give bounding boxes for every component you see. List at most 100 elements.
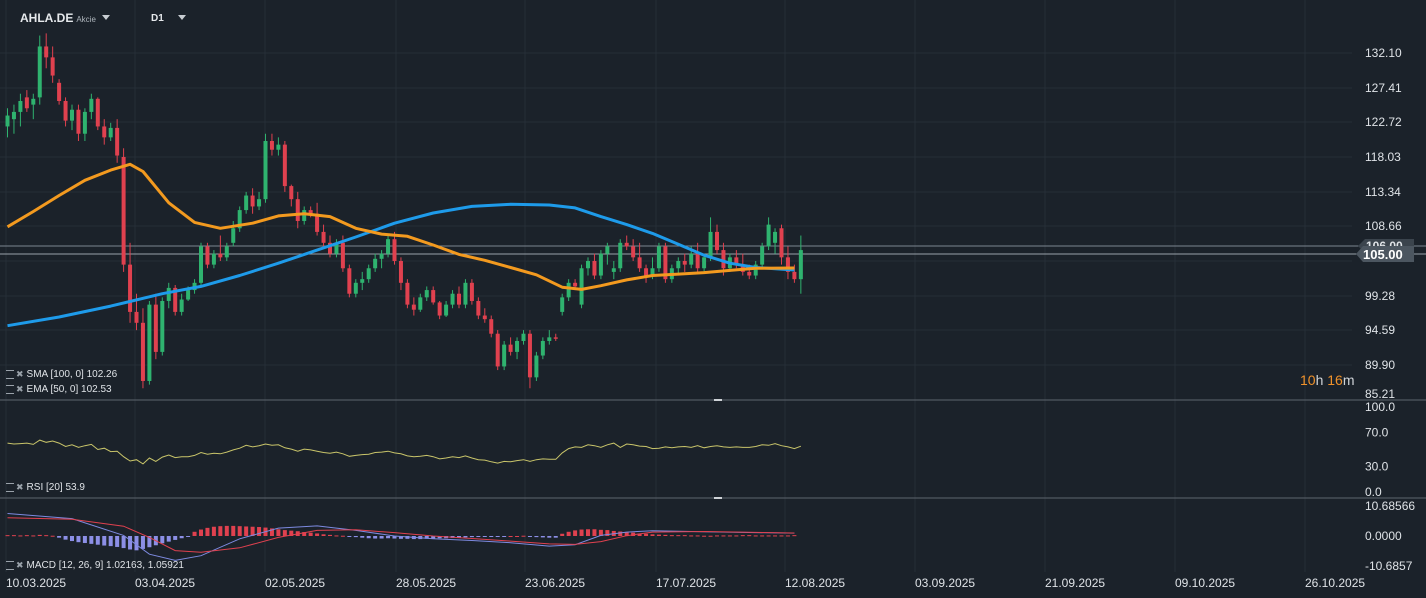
- macd-histogram-bar: [547, 536, 552, 538]
- macd-histogram-bar: [656, 534, 661, 536]
- macd-histogram-bar: [360, 536, 365, 538]
- candle-body: [644, 268, 649, 276]
- macd-histogram-bar: [495, 536, 500, 537]
- macd-histogram-bar: [515, 536, 520, 537]
- rsi-tick-label: 30.0: [1365, 460, 1389, 474]
- candle-body: [715, 231, 719, 251]
- macd-histogram-bar: [308, 532, 313, 536]
- macd-histogram-bar: [347, 536, 352, 537]
- macd-histogram-bar: [708, 535, 713, 537]
- macd-histogram-bar: [753, 535, 758, 537]
- macd-histogram-bar: [489, 536, 494, 537]
- price-tick-label: 118.03: [1365, 150, 1401, 164]
- candle-body: [515, 340, 520, 352]
- candle-body: [779, 228, 784, 258]
- candle-body: [631, 246, 636, 258]
- macd-histogram-bar: [386, 536, 391, 539]
- candle-body: [360, 279, 365, 283]
- candle-body: [611, 268, 616, 272]
- macd-histogram-bar: [727, 535, 732, 537]
- macd-histogram-bar: [637, 533, 642, 536]
- candle-body: [224, 246, 229, 258]
- candle-body: [586, 260, 590, 269]
- candle-body: [173, 287, 178, 312]
- candle-body: [708, 231, 713, 258]
- date-tick-label: 12.08.2025: [785, 576, 845, 590]
- candle-body: [508, 344, 513, 352]
- macd-histogram-bar: [540, 536, 545, 538]
- candle-body: [560, 297, 565, 312]
- macd-histogram-bar: [147, 536, 152, 548]
- macd-histogram-bar: [115, 536, 120, 547]
- symbol-dropdown-icon[interactable]: [102, 15, 110, 20]
- sma-line: [7, 202, 795, 328]
- macd-histogram-bar: [89, 536, 94, 544]
- candle-body: [598, 253, 603, 276]
- macd-histogram-bar: [334, 535, 339, 537]
- macd-histogram-bar: [63, 536, 68, 540]
- macd-histogram-bar: [392, 536, 397, 539]
- macd-histogram-bar: [315, 533, 320, 536]
- candle-body: [24, 97, 29, 109]
- candle-body: [211, 253, 216, 265]
- symbol-text[interactable]: AHLA.DE: [20, 11, 74, 25]
- candle-body: [469, 282, 474, 301]
- macd-histogram-bar: [437, 536, 442, 539]
- close-icon[interactable]: ✖: [16, 384, 24, 394]
- candle-body: [398, 260, 403, 283]
- settings-icon[interactable]: [6, 560, 14, 570]
- macd-histogram-bar: [579, 529, 584, 536]
- candle-body: [37, 46, 42, 98]
- candle-body: [82, 111, 87, 134]
- settings-icon[interactable]: [6, 384, 14, 394]
- timeframe-label[interactable]: D1: [151, 13, 164, 24]
- candle-body: [31, 98, 36, 105]
- price-tick-label: 89.90: [1365, 358, 1395, 372]
- macd-histogram-bar: [573, 530, 578, 536]
- candle-body: [695, 253, 700, 269]
- close-icon[interactable]: ✖: [16, 560, 24, 570]
- candle-body: [218, 253, 223, 258]
- candle-body: [656, 246, 661, 269]
- timeframe-text[interactable]: D1: [151, 13, 164, 24]
- ema-line: [6, 162, 795, 291]
- last-price-badge: [1356, 246, 1414, 262]
- macd-histogram-bar: [592, 529, 597, 536]
- ema-value: 102.53: [81, 384, 112, 395]
- candle-body: [276, 144, 281, 150]
- candle-body: [18, 100, 23, 112]
- candle-body: [495, 333, 500, 367]
- macd-histogram-bar: [521, 535, 526, 537]
- macd-histogram-bar: [37, 534, 42, 536]
- macd-histogram-bar: [224, 525, 229, 536]
- candle-body: [340, 242, 345, 269]
- symbol-label[interactable]: AHLA.DE Akcie: [20, 11, 96, 25]
- close-icon[interactable]: ✖: [16, 482, 24, 492]
- timeframe-dropdown-icon[interactable]: [178, 15, 186, 20]
- last-price-label: 105.00: [1363, 247, 1403, 262]
- macd-histogram-bar: [95, 536, 100, 545]
- macd-histogram-bar: [715, 535, 719, 537]
- date-tick-label: 03.09.2025: [915, 576, 975, 590]
- macd-histogram-bar: [18, 535, 23, 537]
- macd-histogram-bar: [379, 536, 384, 539]
- settings-icon[interactable]: [6, 482, 14, 492]
- candle-body: [315, 213, 320, 232]
- candle-body: [102, 126, 107, 138]
- macd-histogram-bar: [340, 535, 345, 537]
- settings-icon[interactable]: [6, 369, 14, 379]
- price-tick-label: 99.28: [1365, 289, 1395, 303]
- candle-body: [624, 242, 629, 247]
- macd-histogram-bar: [192, 531, 197, 536]
- candle-body: [205, 246, 210, 265]
- macd-histogram-bar: [173, 536, 178, 540]
- candle-body: [540, 340, 545, 356]
- macd-histogram-bar: [70, 536, 74, 542]
- close-icon[interactable]: ✖: [16, 369, 24, 379]
- date-tick-label: 03.04.2025: [135, 576, 195, 590]
- macd-histogram-bar: [702, 535, 707, 537]
- candle-body: [798, 250, 803, 280]
- macd-histogram-bar: [785, 535, 790, 537]
- price-tick-label: 132.10: [1365, 46, 1402, 60]
